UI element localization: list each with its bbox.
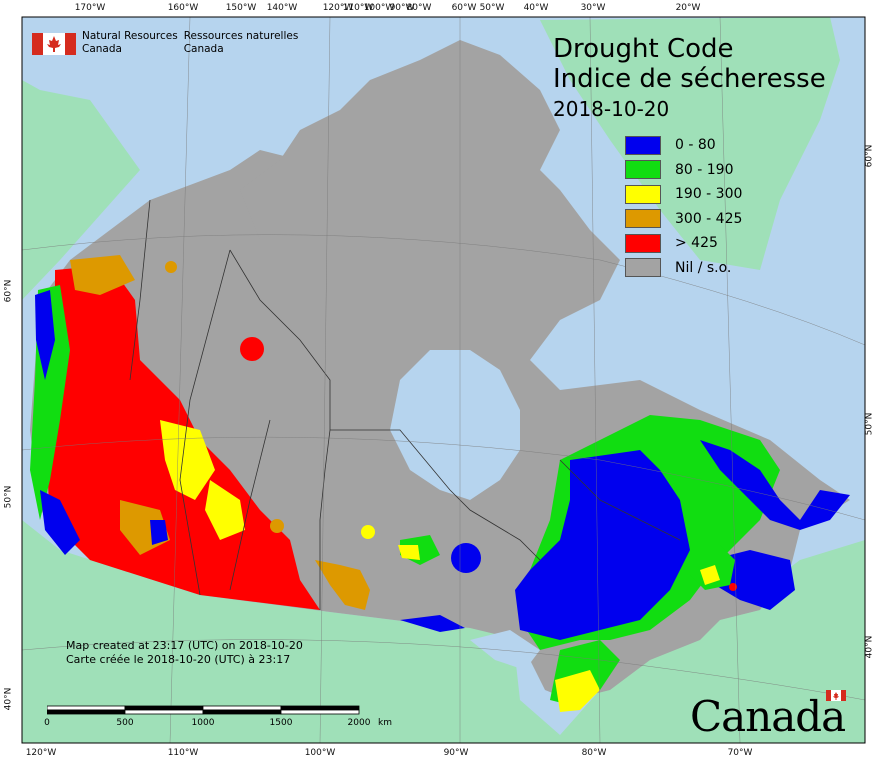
graticule-top-label: 110°W (342, 3, 374, 13)
alaska-landmass (22, 80, 140, 300)
alberta-yellow (205, 480, 245, 540)
legend-label: 300 - 425 (675, 210, 743, 227)
labrador-blue (700, 440, 850, 530)
legend-row: > 425 (625, 231, 742, 256)
arctic-islands (240, 40, 560, 240)
hudson-bay (390, 350, 520, 500)
graticule-top-label: 100°W (363, 3, 395, 13)
graticule-bottom-label: 100°W (304, 748, 336, 758)
legend-swatch (625, 233, 661, 253)
scale-label: 0 (44, 718, 50, 728)
maritimes-red (729, 583, 737, 591)
legend-swatch (625, 209, 661, 229)
legend-label: Nil / s.o. (675, 259, 732, 276)
graticule-bottom-label: 120°W (25, 748, 57, 758)
scale-bar-graphic (47, 705, 360, 715)
graticule-top-label: 90°W (389, 3, 415, 13)
graticule-left-label: 60°N (3, 279, 14, 303)
greenland-landmass (540, 17, 840, 270)
graticule-right-label: 40°N (864, 635, 875, 659)
orange-circle-yukon (165, 261, 177, 273)
bc-interior-blue (150, 520, 168, 545)
graticule-top-label: 120°W (322, 3, 354, 13)
legend-row: 0 - 80 (625, 133, 742, 158)
graticule-top-label: 20°W (675, 3, 701, 13)
scale-unit: km (378, 718, 392, 728)
legend-label: 80 - 190 (675, 161, 734, 178)
maritimes-yellow (700, 565, 720, 585)
orange-circle-sask (270, 519, 284, 533)
legend-row: 190 - 300 (625, 182, 742, 207)
agency-fr-line1: Ressources naturelles (183, 30, 299, 42)
agency-fr-line2: Canada (183, 43, 224, 55)
blue-circle-ontario (451, 543, 481, 573)
legend-row: 80 - 190 (625, 158, 742, 183)
graticule-top-label: 40°W (523, 3, 549, 13)
red-circle-nwt (240, 337, 264, 361)
scale-label: 500 (116, 718, 134, 728)
sask-orange-patch (315, 560, 370, 610)
graticule-top-label: 150°W (225, 3, 257, 13)
graticule-top-label: 140°W (266, 3, 298, 13)
legend-swatch (625, 258, 661, 278)
graticule-bottom-label: 70°W (727, 748, 753, 758)
created-fr: Carte créée le 2018-10-20 (UTC) à 23:17 (66, 653, 291, 666)
scale-label: 1000 (191, 718, 215, 728)
bc-coast-blue (35, 290, 55, 380)
created-en: Map created at 23:17 (UTC) on 2018-10-20 (66, 639, 303, 652)
graticule-left-label: 50°N (3, 485, 14, 509)
graticule-right-label: 60°N (864, 144, 875, 168)
quebec-blue (515, 450, 690, 640)
agency-en-line1: Natural Resources (82, 30, 178, 42)
legend-row: 300 - 425 (625, 207, 742, 232)
graticule-top-label: 30°W (580, 3, 606, 13)
map-title: Drought Code Indice de sécheresse 2018-1… (553, 34, 826, 122)
agency-fr: Ressources naturelles Canada (184, 30, 299, 56)
manitoba-yellow (398, 545, 420, 560)
legend-swatch (625, 135, 661, 155)
nrcan-signature: Natural Resources Canada Ressources natu… (32, 30, 298, 56)
legend-row: Nil / s.o. (625, 256, 742, 281)
creation-note: Map created at 23:17 (UTC) on 2018-10-20… (66, 639, 303, 667)
province-boundaries (129, 199, 681, 610)
scale-label: 1500 (269, 718, 293, 728)
bc-yellow-band (160, 420, 215, 500)
legend: 0 - 80 80 - 190 190 - 300 300 - 425 > 425 Nil… (625, 133, 742, 280)
graticule-top-label: 160°W (167, 3, 199, 13)
graticule-top-label: 50°W (479, 3, 505, 13)
canada-flag-icon (32, 33, 76, 55)
great-lakes (470, 630, 540, 670)
canada-wordmark: Canada (690, 692, 846, 741)
graticule-bottom-label: 110°W (167, 748, 199, 758)
legend-label: > 425 (675, 235, 718, 252)
graticule-top-label: 60°W (451, 3, 477, 13)
graticule-lines (21, 16, 866, 744)
legend-label: 0 - 80 (675, 137, 716, 154)
wordmark-flag-icon (826, 690, 846, 701)
agency-en-line2: Canada (82, 43, 122, 55)
yellow-circle-sask (361, 525, 375, 539)
legend-label: 190 - 300 (675, 186, 743, 203)
legend-swatch (625, 184, 661, 204)
graticule-top-label: 80°W (406, 3, 432, 13)
title-en: Drought Code (553, 34, 734, 64)
yukon-orange-patch (70, 255, 135, 295)
graticule-left-label: 40°N (3, 687, 14, 711)
graticule-top-label: 170°W (74, 3, 106, 13)
agency-en: Natural Resources Canada (82, 30, 178, 56)
legend-swatch (625, 160, 661, 180)
map-date: 2018-10-20 (553, 97, 670, 121)
southern-ontario-yellow (555, 670, 600, 712)
bc-coast-blue-south (40, 490, 80, 555)
graticule-bottom-label: 80°W (581, 748, 607, 758)
usa-landmass (22, 520, 865, 743)
scale-label: 2000 (347, 718, 371, 728)
ontario-blue-small (400, 615, 465, 632)
graticule-bottom-label: 90°W (443, 748, 469, 758)
graticule-right-label: 50°N (864, 412, 875, 436)
title-fr: Indice de sécheresse (553, 64, 826, 94)
